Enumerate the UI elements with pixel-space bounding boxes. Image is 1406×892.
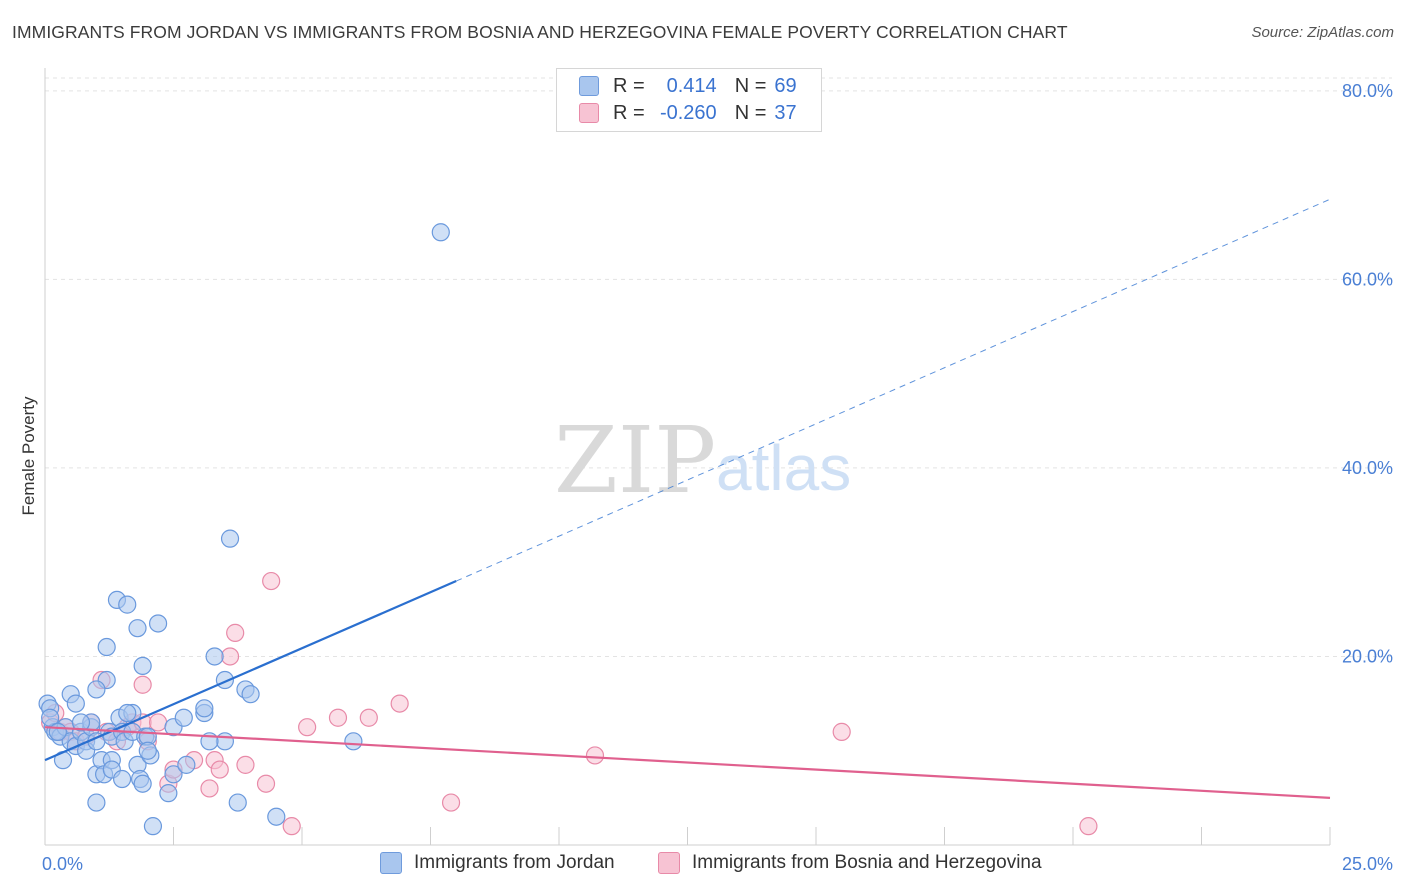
jordan-point — [267, 807, 286, 826]
jordan-point — [118, 703, 137, 723]
bosnia-point — [298, 718, 317, 737]
bottom-legend-swatch-bosnia — [658, 852, 680, 874]
watermark: ZIP atlas — [554, 407, 851, 514]
legend-r-value-bosnia: -0.260 — [659, 101, 717, 124]
jordan-point — [41, 708, 60, 727]
bosnia-point — [390, 694, 409, 713]
bosnia-point — [133, 675, 152, 694]
jordan-point — [112, 769, 132, 789]
jordan-point — [431, 223, 450, 242]
jordan-point — [118, 595, 137, 614]
bosnia-point — [282, 817, 301, 836]
y-tick-label: 40.0% — [1342, 458, 1393, 478]
bottom-legend-label-jordan: Immigrants from Jordan — [414, 852, 615, 873]
bosnia-point — [262, 571, 281, 591]
y-tick-label: 60.0% — [1342, 269, 1393, 289]
jordan-point — [228, 793, 247, 812]
jordan-point — [71, 713, 91, 732]
legend-r-label: R = — [613, 74, 645, 97]
jordan-point — [344, 732, 363, 751]
jordan-point — [205, 647, 224, 666]
jordan-point — [133, 656, 152, 675]
jordan-point — [128, 619, 147, 638]
bosnia-point — [200, 779, 219, 798]
jordan-point — [220, 529, 240, 548]
bosnia-point — [328, 708, 348, 727]
legend-n-label: N = — [734, 74, 767, 97]
bottom-legend-label-bosnia: Immigrants from Bosnia and Herzegovina — [692, 852, 1042, 873]
bosnia-point — [220, 647, 240, 666]
jordan-point — [177, 755, 196, 774]
legend-n-value-bosnia: 37 — [774, 101, 797, 124]
bosnia-point — [210, 760, 229, 779]
y-tick-label: 20.0% — [1342, 646, 1393, 666]
jordan-point — [48, 722, 67, 741]
legend-row-bosnia: R = -0.260 N = 37 — [579, 100, 797, 126]
bottom-legend-bosnia: Immigrants from Bosnia and Herzegovina — [658, 852, 1042, 874]
bosnia-point — [359, 708, 378, 727]
source-label: Source: ZipAtlas.com — [1251, 24, 1394, 41]
legend-swatch-jordan — [579, 76, 599, 96]
chart-title: IMMIGRANTS FROM JORDAN VS IMMIGRANTS FRO… — [12, 22, 1068, 42]
jordan-point — [148, 614, 168, 633]
legend-n-value-jordan: 69 — [774, 74, 797, 97]
bosnia-point — [1079, 817, 1098, 836]
jordan-point — [133, 774, 152, 793]
bosnia-trend-line — [44, 726, 1331, 799]
tick-labels: 20.0% 40.0% 60.0% 80.0% 0.0% 25.0% — [42, 81, 1393, 874]
jordan-point — [174, 708, 193, 727]
bosnia-point — [832, 722, 851, 741]
legend-n-label: N = — [734, 101, 767, 124]
bottom-legend-swatch-jordan — [380, 852, 402, 874]
jordan-point — [66, 694, 85, 713]
trend-lines — [44, 198, 1331, 799]
jordan-point — [241, 685, 260, 704]
jordan-point — [195, 699, 214, 718]
legend-row-jordan: R = 0.414 N = 69 — [579, 73, 797, 99]
legend-swatch-bosnia — [579, 103, 599, 123]
jordan-trend-extension — [455, 198, 1331, 582]
jordan-point — [164, 765, 183, 784]
jordan-point — [159, 784, 178, 803]
bottom-legend-jordan: Immigrants from Jordan — [380, 852, 615, 874]
jordan-point — [143, 817, 163, 836]
watermark-zip: ZIP — [554, 407, 716, 514]
legend-r-label: R = — [613, 101, 645, 124]
bosnia-point — [256, 774, 276, 793]
watermark-atlas: atlas — [716, 432, 851, 504]
jordan-point — [87, 793, 106, 812]
jordan-point — [97, 637, 116, 657]
y-tick-label: 80.0% — [1342, 81, 1393, 101]
jordan-point — [138, 741, 157, 760]
jordan-point — [215, 732, 234, 751]
legend-r-value-jordan: 0.414 — [666, 74, 717, 97]
jordan-point — [87, 680, 106, 699]
bosnia-point — [148, 713, 168, 732]
bosnia-point — [236, 755, 255, 774]
x-tick-label-min: 0.0% — [42, 854, 83, 874]
x-tick-label-max: 25.0% — [1342, 854, 1393, 874]
series-jordan — [38, 223, 450, 836]
bosnia-point — [585, 746, 605, 765]
y-axis-label: Female Poverty — [19, 396, 38, 516]
jordan-trend-line — [44, 580, 457, 762]
bosnia-point — [441, 793, 461, 812]
correlation-legend: R = 0.414 N = 69 R = -0.260 N = 37 — [556, 68, 822, 132]
gridlines — [45, 77, 1392, 657]
bosnia-point — [226, 623, 245, 642]
